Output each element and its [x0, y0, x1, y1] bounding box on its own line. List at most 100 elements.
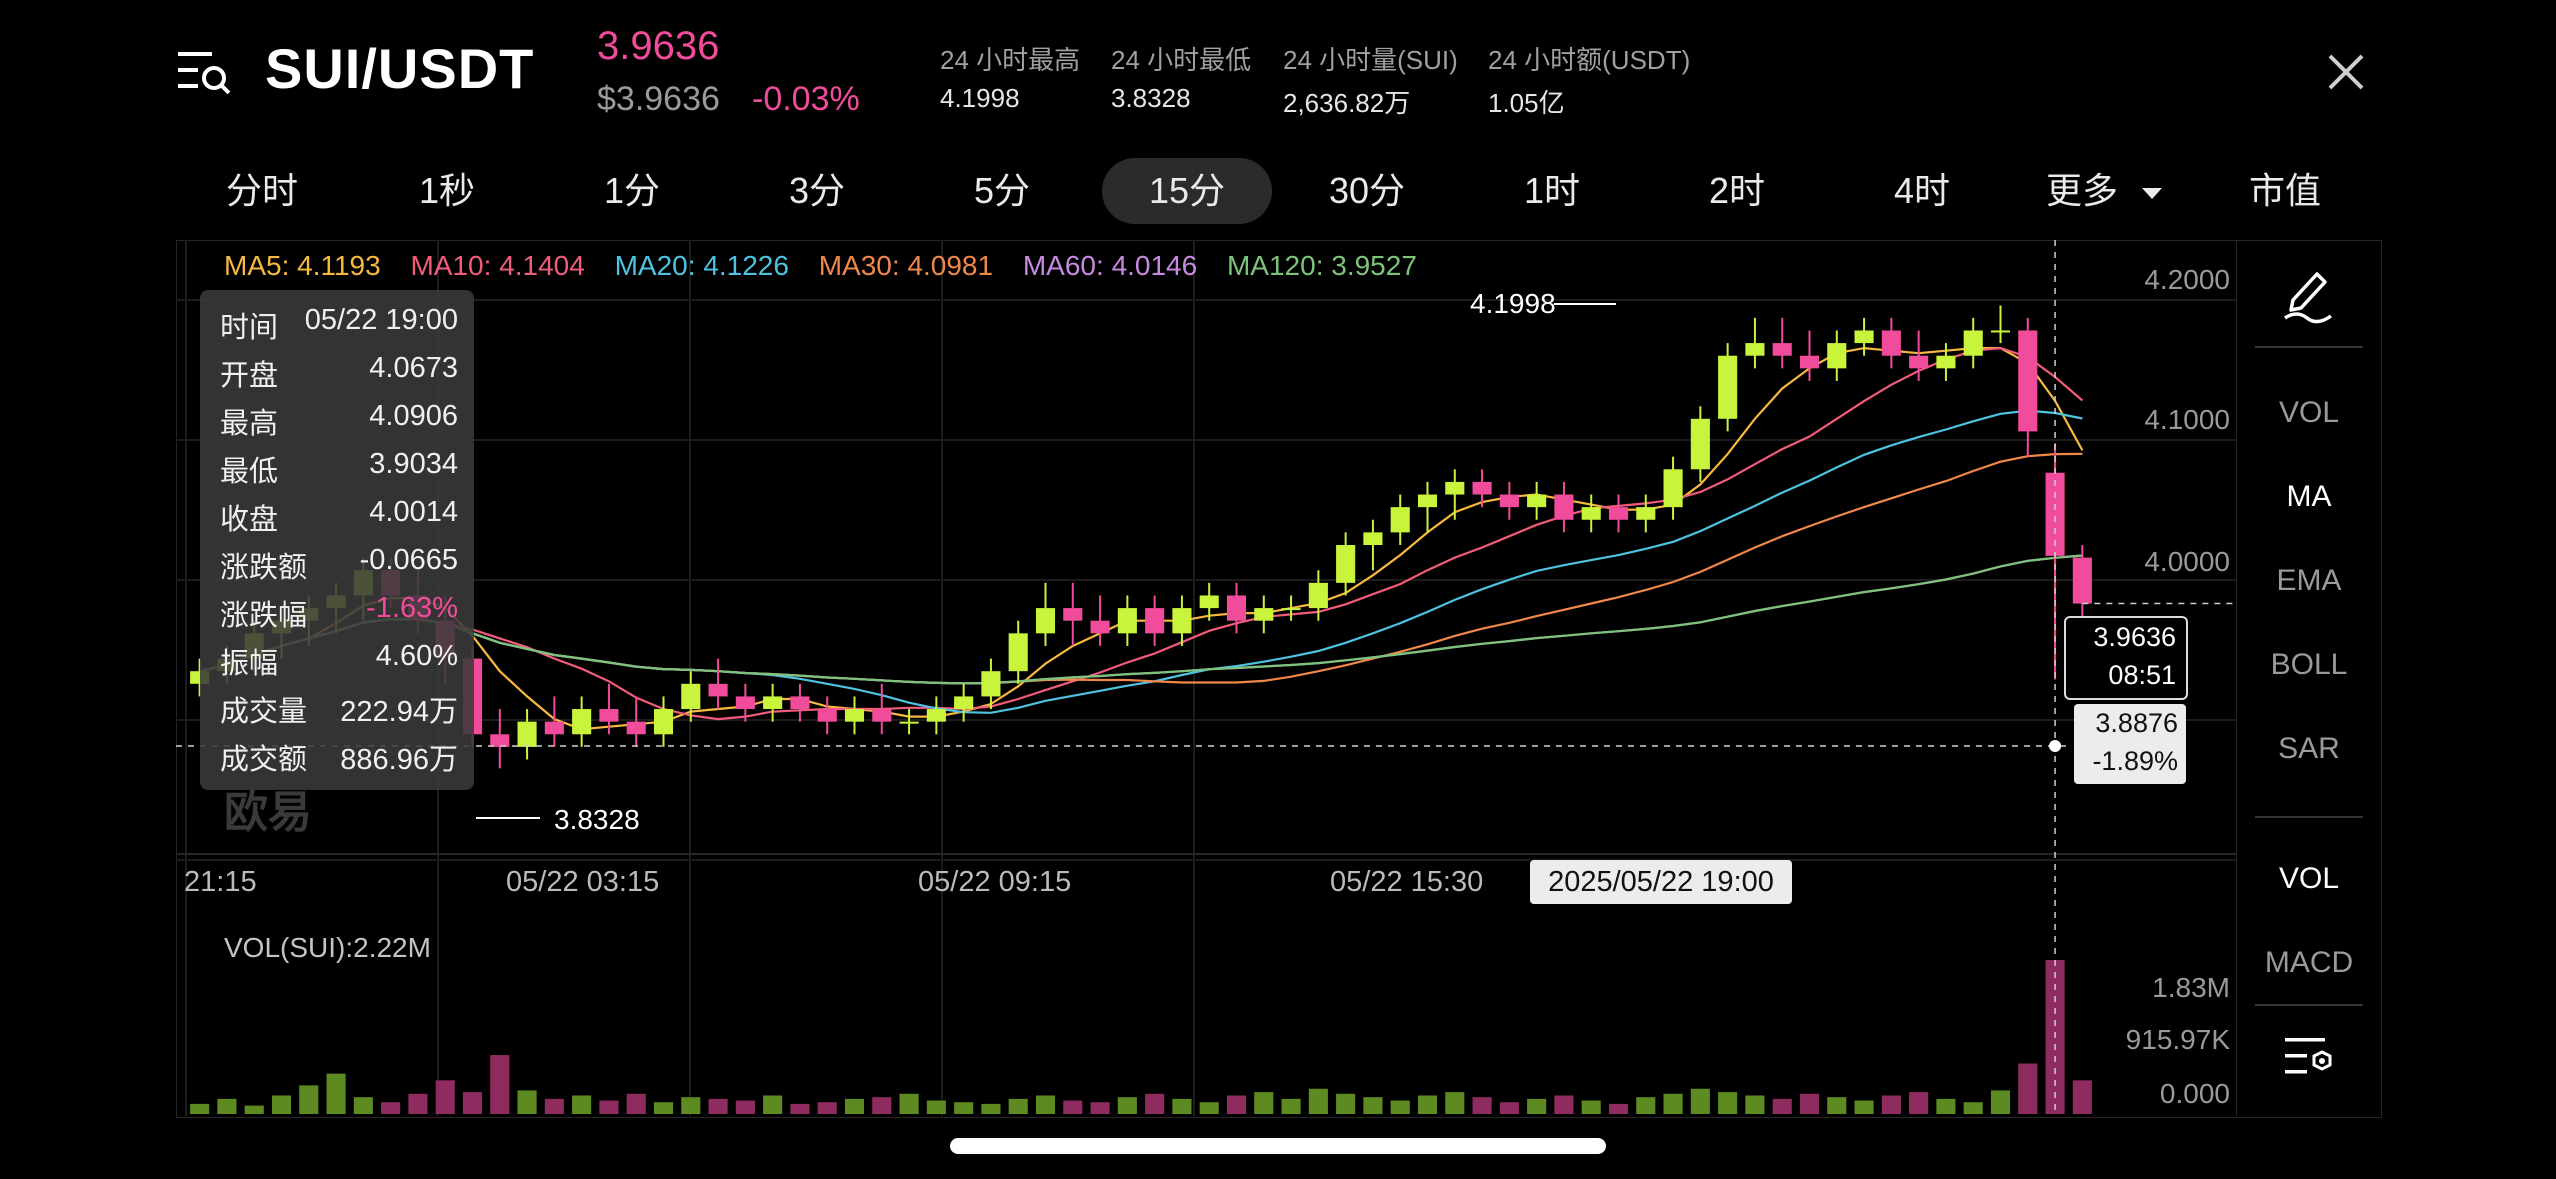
- volume-bar: [190, 1103, 210, 1114]
- side-divider: [2255, 1004, 2363, 1006]
- candle-body: [2072, 557, 2092, 604]
- crosshair-dot: [2049, 740, 2062, 752]
- volume-bar: [517, 1090, 537, 1114]
- volume-bar: [926, 1100, 946, 1114]
- crosshair-price: 3.8876: [2095, 708, 2178, 738]
- tab-more[interactable]: 更多: [2030, 158, 2180, 224]
- volume-bar: [599, 1100, 619, 1114]
- candle-body: [872, 709, 892, 722]
- volume-bar: [1417, 1095, 1438, 1114]
- indicator-settings-icon[interactable]: [2283, 1034, 2335, 1080]
- tab-interval-2h[interactable]: 2时: [1708, 170, 1766, 211]
- menu-search-icon[interactable]: [176, 48, 232, 96]
- volume-bar: [817, 1102, 837, 1114]
- volume-bar: [1718, 1092, 1738, 1114]
- candle-body: [1527, 494, 1547, 508]
- tooltip-key: 时间: [220, 312, 279, 344]
- tab-interval-15m[interactable]: 15分: [1102, 158, 1272, 224]
- volume-bar: [326, 1073, 346, 1114]
- sub-indicator-macd[interactable]: MACD: [2264, 946, 2354, 979]
- tooltip-value: 4.0673: [369, 352, 458, 384]
- volume-bar: [1090, 1102, 1110, 1114]
- tooltip-row: 涨跌额 -0.0665: [220, 544, 458, 584]
- stat-value: 3.8328: [1111, 83, 1191, 113]
- stat-value: 4.1998: [940, 83, 1020, 113]
- high-marker-label: 4.1998: [1470, 288, 1556, 319]
- ma20-value: MA20: 4.1226: [614, 250, 789, 281]
- volume-bar: [1608, 1103, 1629, 1114]
- candle-body: [1254, 608, 1274, 621]
- volume-tick: 0.000: [2159, 1078, 2230, 1109]
- volume-bar: [408, 1093, 428, 1114]
- volume-bar: [763, 1095, 783, 1114]
- volume-bar: [1281, 1098, 1301, 1114]
- candle-body: [1417, 494, 1438, 508]
- volume-bar: [217, 1098, 237, 1114]
- volume-bar: [299, 1085, 319, 1114]
- crosshair-price-tag: 3.8876 -1.89%: [2074, 704, 2186, 784]
- time-tick: 05/22 09:15: [918, 866, 1072, 898]
- volume-bar: [1772, 1098, 1792, 1114]
- tooltip-value: 4.0906: [369, 400, 458, 432]
- volume-bar: [353, 1097, 373, 1114]
- current-price-value: 3.9636: [2093, 622, 2176, 652]
- main-indicator-ema[interactable]: EMA: [2276, 564, 2342, 597]
- tab-market-cap[interactable]: 市值: [2248, 170, 2321, 211]
- crosshair-date-tag: 2025/05/22 19:00: [1530, 860, 1792, 904]
- tab-interval-1s[interactable]: 1秒: [418, 170, 476, 211]
- candle-body: [1718, 355, 1738, 419]
- candle-body: [926, 709, 946, 722]
- price-chart[interactable]: [176, 240, 2236, 1116]
- tooltip-key: 最高: [220, 408, 279, 440]
- main-indicator-ma[interactable]: MA: [2286, 480, 2332, 513]
- ma-lines: [199, 346, 2084, 731]
- side-divider: [2255, 816, 2363, 818]
- tab-interval-5m[interactable]: 5分: [973, 170, 1031, 211]
- tab-interval-4h[interactable]: 4时: [1893, 170, 1951, 211]
- tooltip-key: 收盘: [220, 504, 279, 536]
- stat-label: 24 小时量(SUI): [1283, 45, 1458, 75]
- pair-title[interactable]: SUI/USDT: [265, 37, 535, 100]
- price-tick: 4.1000: [2144, 404, 2230, 435]
- tooltip-key: 涨跌额: [220, 552, 308, 584]
- candle-body: [1172, 608, 1192, 634]
- ma10-value: MA10: 4.1404: [410, 250, 585, 281]
- tooltip-row: 最高 4.0906: [220, 400, 458, 440]
- tab-interval-30m[interactable]: 30分: [1328, 170, 1406, 211]
- tab-interval-fenshi[interactable]: 分时: [225, 170, 298, 211]
- volume-bar: [1035, 1095, 1056, 1114]
- close-icon[interactable]: [2322, 48, 2370, 96]
- volume-bar: [1990, 1090, 2011, 1114]
- ma5-value: MA5: 4.1193: [224, 250, 381, 281]
- candle-body: [817, 709, 837, 722]
- pen-draw-icon[interactable]: [2281, 264, 2337, 324]
- volume-bar: [2018, 1063, 2038, 1114]
- ma-line: [199, 346, 2084, 721]
- volume-bar: [1226, 1095, 1247, 1114]
- volume-bars: [190, 960, 2092, 1114]
- candle-body: [1363, 532, 1383, 545]
- volume-bar: [653, 1102, 674, 1114]
- candle-body: [1199, 595, 1219, 609]
- volume-tick: 1.83M: [2152, 972, 2230, 1003]
- candle-body: [1608, 507, 1629, 520]
- volume-bar: [1363, 1097, 1383, 1114]
- sub-indicator-vol[interactable]: VOL: [2278, 862, 2340, 895]
- candle-body: [1881, 330, 1901, 356]
- main-indicator-vol[interactable]: VOL: [2278, 396, 2340, 429]
- exchange-watermark: 欧易: [224, 788, 312, 837]
- main-indicator-sar[interactable]: SAR: [2278, 732, 2340, 765]
- main-indicator-boll[interactable]: BOLL: [2270, 648, 2348, 681]
- volume-bar: [2072, 1080, 2092, 1114]
- volume-bar: [381, 1102, 401, 1114]
- volume-bar: [1581, 1100, 1601, 1114]
- volume-bar: [981, 1103, 1001, 1114]
- tab-interval-1h[interactable]: 1时: [1523, 170, 1581, 211]
- volume-bar: [872, 1097, 892, 1114]
- ma-legend: MA5: 4.1193 MA10: 4.1404 MA20: 4.1226 MA…: [224, 250, 1439, 282]
- tooltip-key: 开盘: [220, 360, 279, 392]
- volume-bar: [735, 1100, 755, 1114]
- tab-interval-1m[interactable]: 1分: [603, 170, 661, 211]
- tab-interval-3m[interactable]: 3分: [788, 170, 846, 211]
- volume-bar: [1854, 1100, 1874, 1114]
